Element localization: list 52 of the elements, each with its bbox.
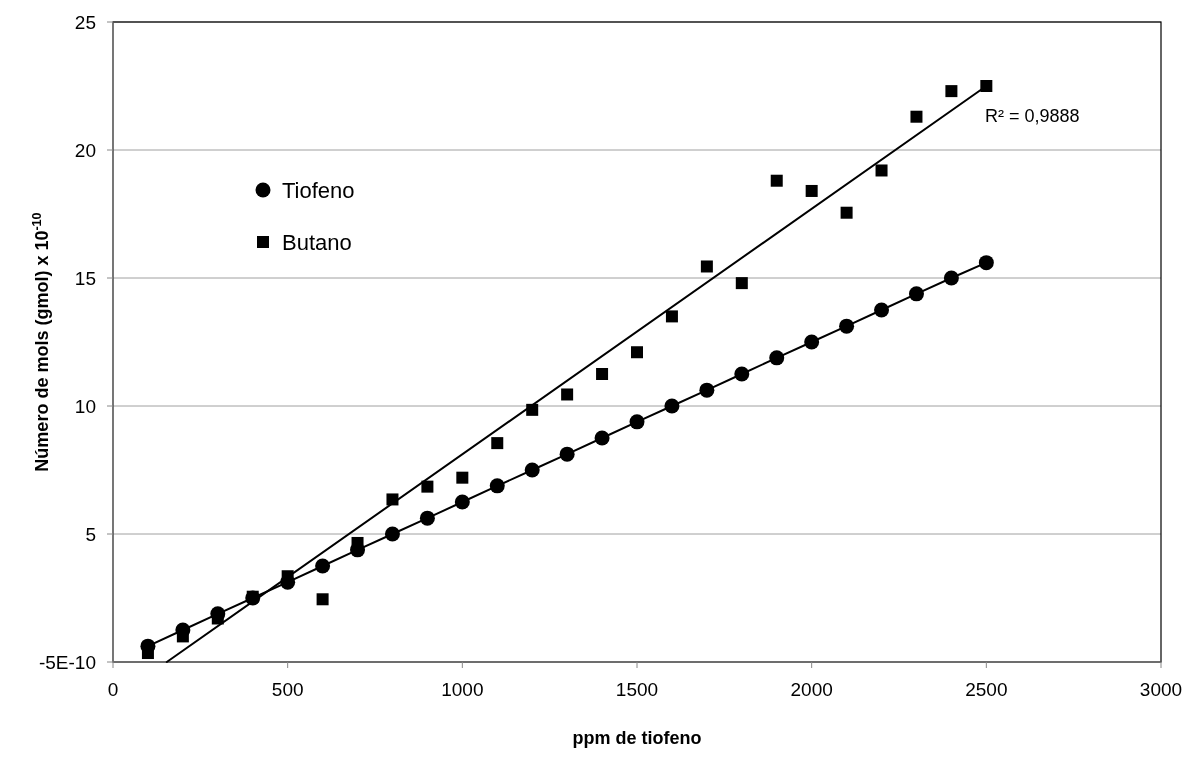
point [908, 286, 924, 302]
point [910, 110, 923, 123]
x-tick-label: 2000 [790, 679, 833, 700]
point [978, 255, 994, 271]
y-tick-label: 15 [74, 267, 96, 289]
point [489, 478, 505, 494]
point [699, 382, 715, 398]
point [700, 260, 713, 273]
point [875, 164, 888, 177]
annotation: R² = 0,9888 [984, 106, 1080, 126]
y-tick-label: 10 [74, 395, 96, 417]
x-tick-label: 3000 [1139, 679, 1183, 700]
point [419, 510, 435, 526]
x-tick-label: 1000 [441, 679, 484, 700]
legend-label: Tiofeno [282, 177, 355, 203]
point [631, 346, 643, 359]
point [561, 388, 574, 401]
point [945, 85, 958, 98]
y-tick-label: -5E-10 [38, 651, 96, 673]
y-tick-label: 25 [74, 11, 96, 33]
point [664, 398, 680, 414]
point [805, 184, 818, 197]
x-tick-label: 2500 [965, 679, 1008, 700]
x-tick-label: 500 [271, 679, 304, 700]
y-tick-label: 5 [85, 523, 96, 545]
point [734, 366, 750, 382]
point [456, 471, 469, 484]
point [665, 310, 678, 323]
y-tick-label: 20 [74, 139, 96, 161]
point [454, 494, 470, 510]
point [874, 302, 890, 318]
point [840, 206, 853, 219]
point [421, 480, 434, 493]
point [804, 334, 820, 350]
point [491, 437, 504, 450]
point [596, 368, 609, 380]
x-axis-title: ppm de tiofeno [572, 728, 702, 748]
point [315, 558, 331, 574]
legend-label: Butano [282, 229, 352, 255]
x-tick-label: 0 [107, 679, 119, 700]
point [735, 277, 748, 290]
point [316, 593, 329, 606]
x-tick-label: 1500 [615, 679, 659, 700]
point [839, 318, 855, 334]
point [594, 430, 610, 446]
point [629, 414, 645, 430]
point [769, 350, 785, 366]
point [770, 174, 783, 187]
point [943, 270, 959, 286]
point [384, 526, 400, 542]
point [524, 462, 540, 478]
point [559, 446, 575, 462]
